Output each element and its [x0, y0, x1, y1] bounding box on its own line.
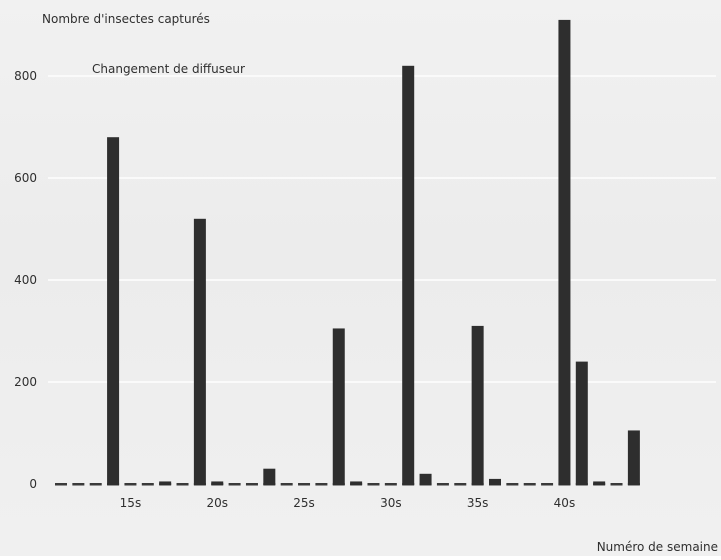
baseline-segment	[298, 483, 311, 486]
baseline-segment	[541, 483, 554, 486]
x-tick-label: 20s	[206, 496, 228, 510]
x-tick-label: 40s	[554, 496, 576, 510]
baseline-segment	[89, 483, 102, 486]
x-tick-label: 25s	[293, 496, 315, 510]
bar	[419, 473, 432, 485]
y-tick-label: 0	[29, 477, 37, 491]
diffuser-change-note: Changement de diffuseur	[92, 62, 245, 76]
x-tick-label: 35s	[467, 496, 489, 510]
bar	[627, 430, 640, 485]
baseline-segment	[315, 483, 328, 486]
bar	[471, 325, 484, 485]
baseline-segment	[72, 483, 85, 486]
bar	[263, 468, 276, 485]
bars	[107, 19, 640, 486]
baseline-segment	[55, 483, 67, 486]
bar	[159, 481, 172, 485]
baseline-segment	[610, 483, 623, 486]
y-axis-title: Nombre d'insectes capturés	[42, 12, 210, 26]
bar	[332, 328, 345, 485]
baseline-segment	[436, 483, 449, 486]
bar	[558, 19, 571, 486]
bar	[575, 361, 588, 485]
gridlines	[48, 75, 716, 486]
baseline-segment	[506, 483, 519, 486]
y-tick-label: 400	[14, 273, 37, 287]
bar	[402, 65, 415, 486]
baseline-segment	[367, 483, 380, 486]
baseline-segment	[245, 483, 258, 486]
bar	[211, 481, 224, 485]
bar	[107, 137, 120, 485]
bar	[489, 478, 501, 485]
baseline-segment	[228, 483, 241, 486]
x-tick-label: 15s	[120, 496, 142, 510]
baseline-segment	[124, 483, 137, 486]
x-tick-labels: 15s 20s 25s 30s 35s 40s	[120, 496, 576, 510]
y-tick-label: 800	[14, 69, 37, 83]
bar	[593, 481, 606, 485]
y-tick-label: 200	[14, 375, 37, 389]
baseline-segment	[523, 483, 536, 486]
y-tick-labels: 0 200 400 600 800	[14, 69, 37, 491]
baseline-segment	[454, 483, 467, 486]
bar	[193, 218, 206, 486]
baseline-segment	[176, 483, 189, 486]
baseline-segment	[280, 483, 293, 486]
baseline-segment	[384, 483, 397, 486]
bar	[350, 481, 363, 485]
x-tick-label: 30s	[380, 496, 402, 510]
x-axis-title: Numéro de semaine	[597, 540, 718, 554]
baseline-segment	[141, 483, 154, 486]
y-tick-label: 600	[14, 171, 37, 185]
